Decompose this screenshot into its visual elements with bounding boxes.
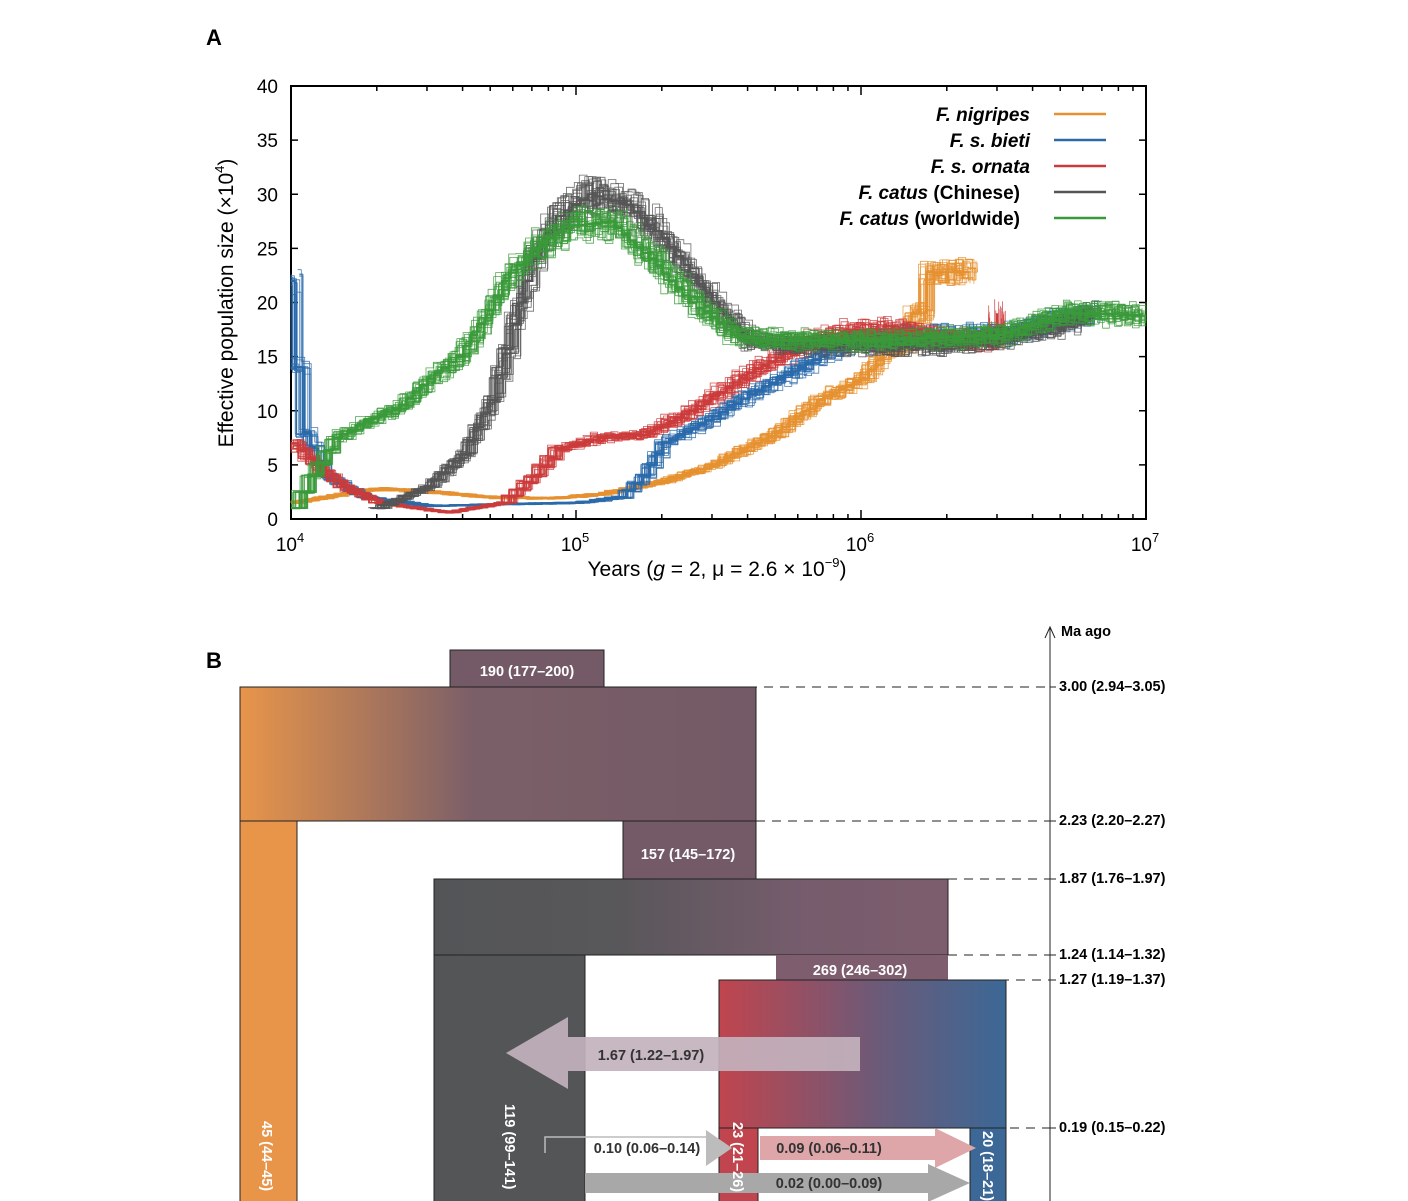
size-label-catus-silvestris-ancestor: 157 (145–172) [641,847,735,863]
migration-line-catus-to-ornata [544,1136,706,1153]
migration-label-ancestral-to-catus: 1.67 (1.22–1.97) [598,1048,705,1064]
catus-silvestris-ancestor-branch [622,820,757,880]
mid-ancestral-block [433,878,949,956]
x-tick-label: 10 [1131,535,1152,556]
y-tick-label: 0 [267,510,278,531]
legend-name: F. nigripes [936,105,1030,126]
size-label-ancestral-root: 190 (177–200) [480,664,574,680]
bootstrap-curve [291,259,965,504]
demography-blocks [239,649,1007,1201]
bieti-branch [969,1127,1007,1201]
y-tick-label: 35 [257,131,278,152]
series-4 [291,205,1147,510]
y-tick-label: 5 [267,456,278,477]
legend-entry: F. nigripes [936,105,1030,126]
y-tick-label: 25 [257,239,278,260]
x-tick-label: 10 [561,535,582,556]
x-tick-label: 10 [276,535,297,556]
time-label-187: 1.87 (1.76–1.97) [1059,871,1166,887]
bootstrap-curve [381,176,1099,509]
bootstrap-curve [297,209,1147,509]
time-axis-title: Ma ago [1061,624,1111,640]
y-axis-title: Effective population size (×104) [212,159,238,448]
y-tick-label: 30 [257,185,278,206]
panel-b-letter: B [206,648,222,673]
time-label-019: 0.19 (0.15–0.22) [1059,1120,1166,1136]
x-axis-title: Years (g = 2, μ = 2.6 × 10−9) [587,555,846,581]
nigripes-branch [239,820,298,1201]
legend-name: F. s. bieti [950,131,1031,152]
legend-name: F. catus [839,209,909,230]
legend-entry: F. catus (worldwide) [839,209,1020,230]
migration-arrow-ornata-to-bieti [760,1128,976,1168]
legend-suffix: (worldwide) [909,209,1020,230]
panel-b-labels: 190 (177–200) 157 (145–172) 269 (246–302… [258,664,995,1201]
bootstrap-curve [294,264,973,504]
time-label-124: 1.24 (1.14–1.32) [1059,947,1166,963]
size-label-bieti: 20 (18–21) [979,1131,995,1201]
ancestral-root-size-box [449,649,605,688]
x-tick-exponent: 5 [582,530,589,545]
migration-arrow-catus-to-bieti [585,1164,970,1201]
panel-a-letter: A [206,25,222,50]
time-axis: Ma ago [1044,624,1111,1201]
y-tick-label: 40 [257,77,278,98]
legend-entry: F. s. ornata [931,157,1031,178]
time-label-127: 1.27 (1.19–1.37) [1059,972,1166,988]
migration-arrows [506,1017,976,1201]
y-tick-label: 10 [257,402,278,423]
size-label-nigripes: 45 (44–45) [258,1121,274,1191]
bootstrap-curve [291,259,969,505]
size-label-bieti-ornata-ancestor: 269 (246–302) [813,963,907,979]
time-label-300: 3.00 (2.94–3.05) [1059,679,1166,695]
x-tick-exponent: 7 [1152,530,1159,545]
legend-suffix: (Chinese) [928,183,1020,204]
legend-entry: F. catus (Chinese) [858,183,1020,204]
ancestral-root-block [239,686,757,822]
series-0 [290,257,978,505]
bieti-ornata-ancestor-link [776,955,948,980]
bootstrap-curve [299,267,978,504]
y-axis-ticks: 0 5 10 15 20 25 30 35 40 [257,77,1146,531]
series-curve [291,220,1141,510]
legend-entry: F. s. bieti [950,131,1031,152]
bootstrap-curve [291,269,971,503]
migration-arrow-ancestral-to-catus [506,1017,860,1089]
migration-label-catus-to-ornata: 0.10 (0.06–0.14) [594,1141,701,1157]
bootstrap-curve [298,261,978,504]
size-label-catus: 119 (99–141) [501,1104,517,1190]
y-tick-label: 20 [257,294,278,315]
legend-name: F. s. ornata [931,157,1031,178]
bootstrap-curve [293,212,1143,509]
time-labels: 3.00 (2.94–3.05) 2.23 (2.20–2.27) 1.87 (… [1050,679,1166,1136]
migration-label-catus-to-bieti: 0.02 (0.00–0.09) [776,1176,883,1192]
series-layer [290,174,1147,514]
migration-arrow-catus-to-ornata [706,1130,732,1166]
y-tick-label: 15 [257,348,278,369]
migration-label-ornata-to-bieti: 0.09 (0.06–0.11) [776,1141,882,1157]
x-tick-label: 10 [846,535,867,556]
time-label-223: 2.23 (2.20–2.27) [1059,813,1166,829]
bootstrap-curve [291,218,1135,509]
x-axis-ticks: 10 4 10 5 10 6 10 7 [276,86,1159,556]
x-tick-exponent: 4 [297,530,304,545]
bootstrap-curve [296,267,976,504]
x-tick-exponent: 6 [867,530,874,545]
size-label-ornata: 23 (21–26) [729,1122,745,1192]
legend-name: F. catus [858,183,928,204]
